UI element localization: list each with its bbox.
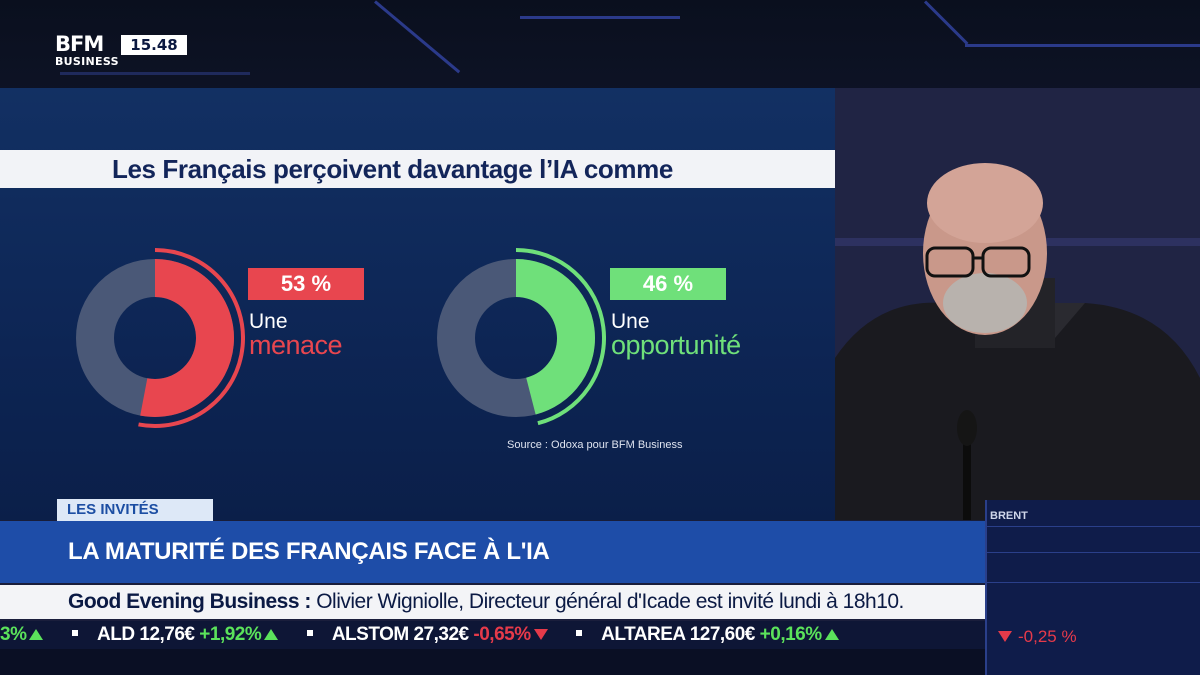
menace-percent-badge: 53 % bbox=[248, 268, 364, 300]
stock-ticker: 3% ALD 12,76€ +1,92% ALSTOM 27,32€ -0,65… bbox=[0, 621, 985, 649]
menace-label: menace bbox=[249, 330, 343, 360]
graphic-title: Les Français perçoivent davantage l’IA c… bbox=[0, 150, 835, 188]
bottom-strip bbox=[0, 649, 985, 675]
side-row bbox=[987, 552, 1200, 576]
ticker-separator bbox=[576, 630, 583, 637]
channel-logo: BFM BUSINESS bbox=[55, 32, 119, 73]
side-value-text: -0,25 % bbox=[1018, 627, 1077, 646]
ticker-separator bbox=[72, 630, 79, 637]
stock-item: ALTAREA 127,60€ +0,16% bbox=[601, 621, 839, 649]
up-arrow-icon bbox=[29, 629, 44, 640]
stock-change: -0,65% bbox=[473, 624, 531, 645]
stock-value: 127,60€ bbox=[689, 624, 756, 645]
donut-left-segment bbox=[140, 259, 234, 417]
down-arrow-icon bbox=[998, 631, 1012, 642]
decor-line bbox=[374, 0, 461, 74]
donut-right-outer-ring bbox=[515, 248, 606, 426]
menace-label-small: Une bbox=[249, 310, 288, 333]
logo-business-text: BUSINESS bbox=[55, 55, 119, 68]
stock-change: +0,16% bbox=[759, 624, 822, 645]
news-ticker: Good Evening Business : Olivier Wignioll… bbox=[0, 585, 985, 619]
ticker-separator bbox=[307, 630, 314, 637]
up-arrow-icon bbox=[264, 629, 279, 640]
stock-change: +1,92% bbox=[199, 624, 262, 645]
decor-line bbox=[520, 16, 680, 19]
side-market-value: -0,25 % bbox=[995, 627, 1077, 647]
headline-banner: LA MATURITÉ DES FRANÇAIS FACE À L'IA bbox=[0, 521, 985, 583]
stock-item: ALSTOM 27,32€ -0,65% bbox=[332, 621, 548, 649]
stock-value: 12,76€ bbox=[139, 624, 195, 645]
side-row bbox=[987, 582, 1200, 606]
guest-video bbox=[835, 88, 1200, 520]
graphic-panel: Les Français perçoivent davantage l’IA c… bbox=[0, 88, 835, 520]
stock-item: ALD 12,76€ +1,92% bbox=[97, 621, 279, 649]
decor-line bbox=[965, 44, 1200, 47]
decor-line bbox=[923, 0, 969, 45]
opportunite-percent-badge: 46 % bbox=[610, 268, 726, 300]
stock-name: ALTAREA bbox=[601, 624, 685, 645]
clock: 15.48 bbox=[121, 35, 187, 55]
decor-line bbox=[60, 72, 250, 75]
side-market-label: BRENT bbox=[990, 510, 1028, 522]
stock-name: ALD bbox=[97, 624, 135, 645]
donut-left-outer-ring bbox=[138, 248, 245, 428]
market-side-box: BRENT bbox=[985, 500, 1200, 675]
source-note: Source : Odoxa pour BFM Business bbox=[507, 439, 683, 451]
side-row bbox=[987, 526, 1200, 550]
logo-bfm-text: BFM bbox=[55, 32, 104, 56]
stock-value: 27,32€ bbox=[413, 624, 469, 645]
donut-left bbox=[76, 248, 245, 428]
donut-right-segment bbox=[515, 259, 595, 415]
up-arrow-icon bbox=[824, 629, 839, 640]
guests-tag: LES INVITÉS bbox=[57, 499, 213, 521]
ticker-show-name: Good Evening Business : bbox=[68, 590, 311, 613]
down-arrow-icon bbox=[533, 629, 548, 640]
donut-right bbox=[437, 248, 606, 426]
ticker-message: Olivier Wigniolle, Directeur général d'I… bbox=[316, 590, 904, 613]
guest-silhouette bbox=[835, 88, 1200, 520]
stock-name: ALSTOM bbox=[331, 624, 409, 645]
opportunite-label: opportunité bbox=[611, 330, 741, 360]
stock-change: 3% bbox=[0, 624, 27, 645]
opportunite-label-small: Une bbox=[611, 310, 650, 333]
stock-item: 3% bbox=[0, 621, 44, 649]
